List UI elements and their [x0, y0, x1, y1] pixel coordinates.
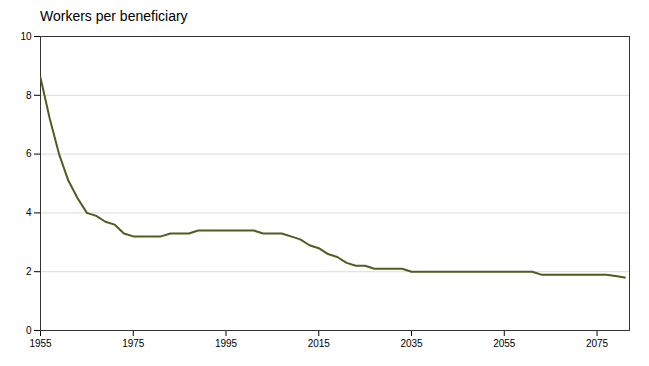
svg-text:2: 2 [26, 266, 32, 277]
svg-text:10: 10 [20, 31, 32, 42]
svg-text:2035: 2035 [400, 338, 423, 349]
svg-text:1955: 1955 [29, 338, 52, 349]
svg-text:1995: 1995 [215, 338, 238, 349]
svg-text:8: 8 [26, 90, 32, 101]
svg-text:2015: 2015 [308, 338, 331, 349]
svg-text:6: 6 [26, 148, 32, 159]
svg-text:4: 4 [26, 207, 32, 218]
svg-text:0: 0 [26, 325, 32, 336]
svg-text:2055: 2055 [493, 338, 516, 349]
html-text:Workers per beneficiary: Workers per beneficiary [40, 8, 188, 24]
svg-text:1975: 1975 [122, 338, 145, 349]
svg-text:2075: 2075 [586, 338, 609, 349]
